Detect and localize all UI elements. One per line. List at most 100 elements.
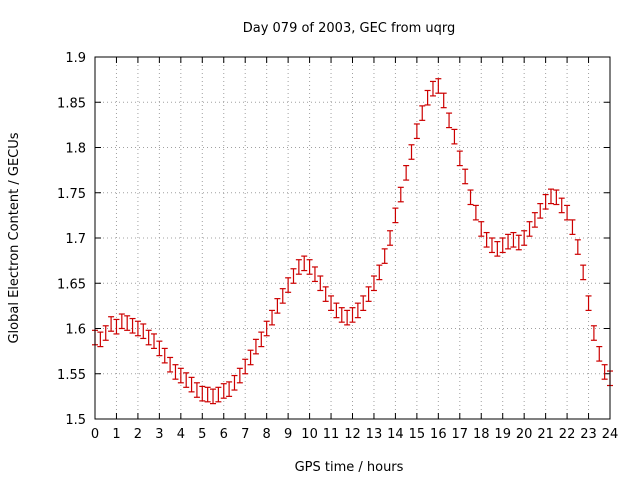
x-tick-label: 1 xyxy=(112,427,120,442)
data-point xyxy=(177,367,184,384)
data-point xyxy=(183,372,190,388)
data-point xyxy=(446,112,453,129)
data-point xyxy=(419,105,426,121)
y-tick-label: 1.7 xyxy=(65,232,86,247)
data-point xyxy=(537,203,544,219)
x-tick-label: 16 xyxy=(430,427,447,442)
data-point xyxy=(376,264,383,281)
data-point xyxy=(269,309,276,326)
data-point xyxy=(263,320,270,337)
y-tick-label: 1.65 xyxy=(57,277,86,292)
data-point xyxy=(569,219,576,235)
x-tick-label: 7 xyxy=(241,427,249,442)
data-point xyxy=(590,325,597,341)
data-point xyxy=(279,288,286,304)
data-point xyxy=(322,286,329,302)
x-tick-label: 0 xyxy=(91,427,99,442)
data-point xyxy=(601,364,608,380)
data-point xyxy=(328,295,335,311)
data-point xyxy=(478,221,485,237)
y-tick-label: 1.9 xyxy=(65,51,86,66)
data-point xyxy=(113,318,120,335)
data-point xyxy=(220,383,227,399)
data-point xyxy=(258,331,265,348)
data-point xyxy=(204,386,211,403)
data-point xyxy=(451,128,458,145)
plot-frame xyxy=(94,56,611,420)
data-point xyxy=(354,302,361,319)
data-point xyxy=(129,317,136,334)
data-point xyxy=(102,325,109,341)
data-point xyxy=(521,230,528,246)
data-point xyxy=(172,364,179,380)
x-tick-label: 6 xyxy=(220,427,228,442)
y-tick-label: 1.6 xyxy=(65,323,86,338)
data-point xyxy=(242,358,249,375)
y-tick-label: 1.75 xyxy=(57,187,86,202)
data-point xyxy=(140,323,147,340)
data-point xyxy=(547,188,554,205)
data-point xyxy=(526,221,533,237)
x-tick-label: 11 xyxy=(323,427,340,442)
data-point xyxy=(252,338,259,355)
data-point xyxy=(306,259,313,275)
data-point xyxy=(199,385,206,402)
x-tick-label: 9 xyxy=(284,427,292,442)
data-point xyxy=(456,150,463,167)
data-point xyxy=(188,376,195,393)
x-tick-label: 19 xyxy=(494,427,511,442)
x-axis-label: GPS time / hours xyxy=(295,460,404,475)
x-tick-label: 8 xyxy=(263,427,271,442)
y-tick-label: 1.85 xyxy=(57,96,86,111)
data-point xyxy=(440,92,447,109)
x-tick-label: 5 xyxy=(198,427,206,442)
y-tick-label: 1.8 xyxy=(65,142,86,157)
x-tick-label: 20 xyxy=(516,427,533,442)
data-point xyxy=(499,237,506,254)
data-point xyxy=(231,374,238,391)
data-point xyxy=(483,231,490,248)
data-point xyxy=(97,331,104,348)
data-point xyxy=(124,315,131,331)
data-point xyxy=(408,144,415,160)
data-point xyxy=(226,381,233,397)
data-point xyxy=(370,275,377,292)
data-point xyxy=(285,277,292,293)
data-point xyxy=(392,207,399,224)
data-point xyxy=(413,123,420,140)
data-point xyxy=(531,212,538,228)
x-tick-label: 14 xyxy=(387,427,404,442)
data-point xyxy=(247,349,254,366)
data-point xyxy=(510,231,517,248)
data-point xyxy=(210,388,217,405)
data-point xyxy=(435,78,442,94)
data-point xyxy=(596,346,603,362)
data-point xyxy=(462,168,469,185)
data-points xyxy=(92,78,613,405)
chart-title: Day 079 of 2003, GEC from uqrg xyxy=(243,21,456,36)
x-tick-label: 4 xyxy=(177,427,185,442)
data-point xyxy=(118,313,125,330)
data-point xyxy=(290,268,297,284)
axis-ticks: 0 1 2 3 4 5 6 7 8 9 10 11 12 13 14 15 16 17 18 19 20 21 22 23 24… xyxy=(57,51,618,442)
data-point xyxy=(553,189,560,206)
y-tick-label: 1.55 xyxy=(57,368,86,383)
data-point xyxy=(429,80,436,97)
data-point xyxy=(488,237,495,254)
data-point xyxy=(215,386,222,403)
data-point xyxy=(542,193,549,210)
y-axis-label: Global Electron Content / GECUs xyxy=(7,132,22,343)
data-point xyxy=(564,204,571,221)
data-point xyxy=(381,248,388,264)
y-tick-label: 1.5 xyxy=(65,413,86,428)
x-tick-label: 18 xyxy=(473,427,490,442)
data-point xyxy=(349,307,356,323)
data-point xyxy=(494,241,501,257)
data-point xyxy=(134,320,141,337)
x-tick-label: 10 xyxy=(301,427,318,442)
data-point xyxy=(574,239,581,255)
x-tick-label: 24 xyxy=(602,427,619,442)
data-point xyxy=(236,367,243,384)
x-tick-label: 13 xyxy=(366,427,383,442)
data-point xyxy=(338,307,345,323)
